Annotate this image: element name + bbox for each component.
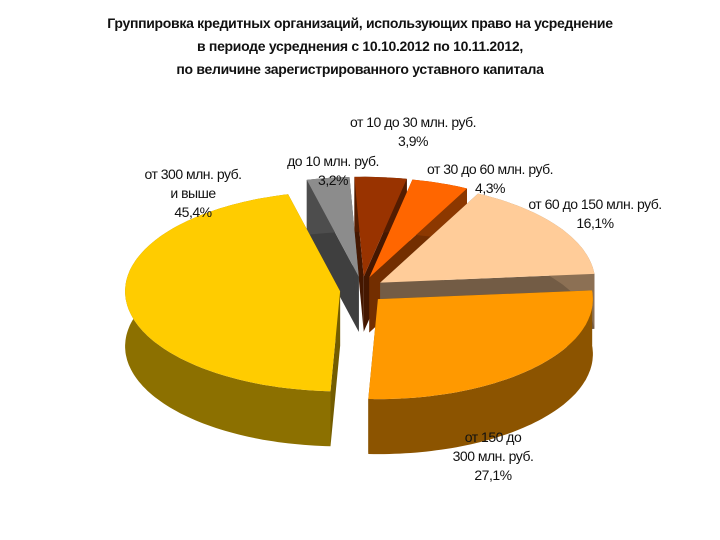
slice-label: от 30 до 60 млн. руб. 4,3% (426, 160, 554, 198)
category-label: от 30 до 60 млн. руб. (426, 161, 554, 177)
value-label: 3,2% (318, 172, 348, 188)
value-label: 45,4% (174, 204, 212, 220)
slice-wall (368, 290, 593, 455)
slice (368, 290, 593, 400)
value-label: 3,9% (398, 133, 428, 149)
value-label: 4,3% (475, 180, 505, 196)
slice-label: от 300 млн. руб. и выше 45,4% (144, 165, 242, 222)
value-label: 16,1% (576, 215, 614, 231)
slice (380, 193, 595, 283)
slice-label: от 10 до 30 млн. руб. 3,9% (349, 113, 477, 151)
category-label: от 60 до 150 млн. руб. (528, 196, 662, 212)
slice (306, 177, 359, 277)
value-label: 27,1% (474, 467, 512, 483)
slice-label: от 60 до 150 млн. руб. 16,1% (528, 195, 662, 233)
chart-title: Группировка кредитных организаций, испол… (107, 15, 613, 77)
category-label: от 10 до 30 млн. руб. (349, 114, 477, 130)
category-label: от 300 млн. руб. и выше (144, 166, 242, 201)
slice (369, 179, 467, 278)
category-label: до 10 млн. руб. (287, 153, 379, 169)
slice-label: до 10 млн. руб. 3,2% (287, 152, 379, 190)
category-label: от 150 до 300 млн. руб. (452, 429, 534, 464)
slice-label: от 150 до 300 млн. руб. 27,1% (453, 428, 534, 485)
slice (125, 194, 341, 392)
slice (354, 176, 407, 277)
